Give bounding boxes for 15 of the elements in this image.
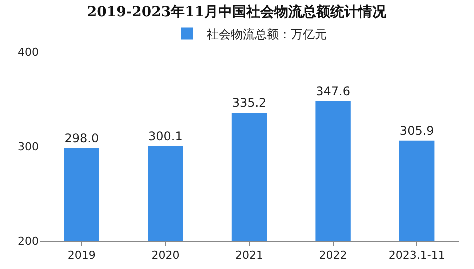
y-tick-label: 200 <box>18 234 39 248</box>
y-tick-label: 400 <box>18 46 39 59</box>
text: 300.1 <box>148 129 183 144</box>
x-tick-label: 2022 <box>319 249 348 262</box>
x-tick-label: 2019 <box>68 249 96 262</box>
text: 298.0 <box>64 131 100 146</box>
text: 335.2 <box>232 96 267 110</box>
text: 347.6 <box>316 84 350 99</box>
x-tick-label: 2021 <box>236 249 264 262</box>
x-tick-label: 2020 <box>152 249 180 262</box>
y-tick-label: 300 <box>18 140 39 154</box>
chart-title: 2019-2023年11月中国社会物流总额统计情况 <box>87 4 388 21</box>
legend-label: 社会物流总额：万亿元 <box>207 27 327 42</box>
x-tick-label: 2023.1-11 <box>388 249 446 262</box>
text: 305.9 <box>400 124 434 138</box>
